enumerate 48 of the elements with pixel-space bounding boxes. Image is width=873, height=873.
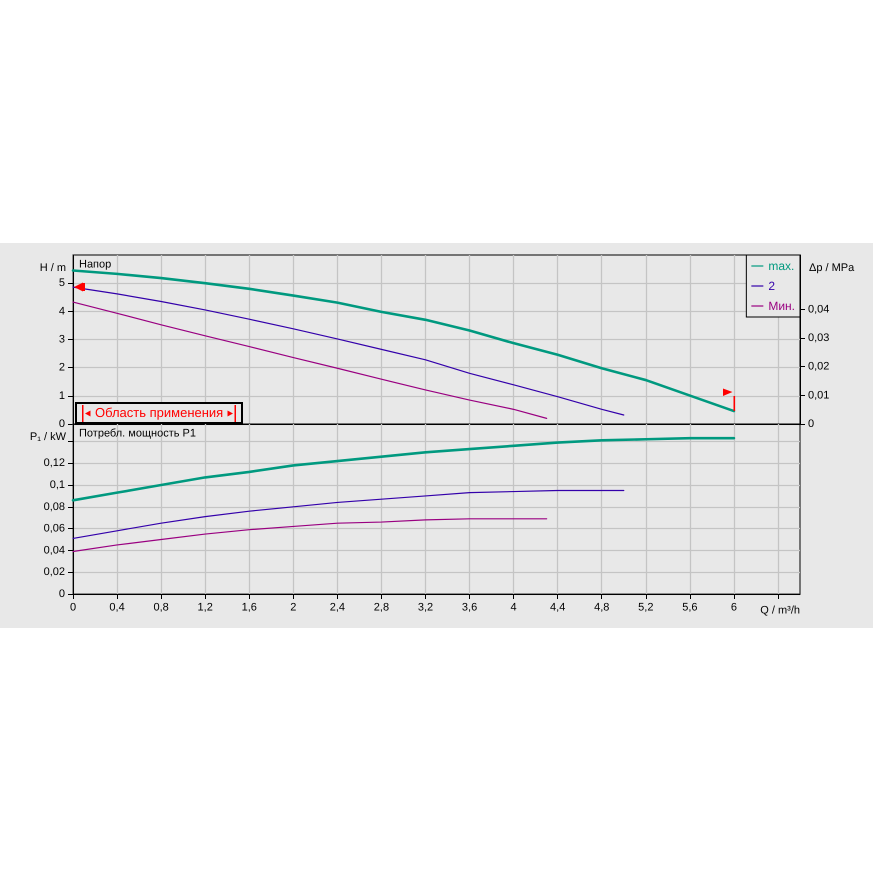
y-tick-label: 0	[58, 588, 65, 600]
x-tick-label: 3,6	[462, 602, 478, 614]
y-tick-label: 5	[58, 277, 65, 290]
y2-tick-label: 0,03	[808, 332, 830, 344]
line-series	[72, 490, 624, 540]
y-tick-label: 2	[58, 362, 65, 374]
x-tick-label: 2,8	[374, 602, 390, 614]
x-axis-title: Q / m³/h	[760, 604, 800, 616]
x-tick-label: 5,6	[682, 602, 698, 614]
legend-label: Мин.	[768, 299, 796, 313]
y-tick-label: 3	[58, 334, 65, 346]
y-axis-title: P₁ / kW	[30, 431, 67, 443]
y-tick-label: 0,1	[50, 479, 65, 492]
chart-title: Потребл. мощность P1	[79, 428, 196, 440]
y2-tick-label: 0,04	[808, 303, 830, 316]
y2-tick-label: 0,02	[808, 360, 830, 373]
x-tick-label: 4	[510, 602, 517, 614]
y-tick-label: 0,02	[44, 566, 65, 578]
y-tick-label: 0,06	[44, 522, 65, 535]
y-axis-title: H / m	[40, 262, 66, 274]
annotation: Область применения	[95, 405, 224, 421]
y2-axis-title: Δp / MPa	[809, 262, 856, 274]
x-tick-label: 6	[730, 602, 737, 614]
y-tick-label: 0,12	[44, 457, 65, 470]
line-series	[72, 518, 548, 552]
legend-label: 2	[768, 279, 776, 293]
y-tick-label: 0,08	[44, 500, 65, 513]
x-tick-label: 4,4	[550, 602, 566, 614]
y-tick-label: 0,04	[44, 544, 65, 556]
x-tick-label: 1,6	[242, 602, 257, 614]
y-tick-label: 1	[58, 390, 65, 402]
x-tick-label: 0,8	[153, 602, 169, 614]
line-series	[72, 301, 548, 419]
x-tick-label: 1,2	[198, 602, 213, 614]
x-tick-label: 2	[290, 602, 296, 614]
y2-tick-label: 0	[808, 418, 814, 430]
x-tick-label: 0,4	[109, 602, 125, 614]
x-tick-label: 5,2	[638, 602, 654, 614]
x-tick-label: 4,8	[594, 602, 610, 614]
x-tick-label: 2,4	[330, 602, 346, 614]
legend-label: max.	[768, 259, 794, 273]
x-tick-label: 0	[70, 602, 76, 614]
x-tick-label: 3,2	[418, 602, 434, 614]
y-tick-label: 4	[58, 305, 65, 318]
y2-tick-label: 0,01	[808, 389, 830, 402]
y-tick-label: 0	[58, 418, 65, 430]
label-box: Область применения	[75, 402, 244, 424]
chart-title: Напор	[79, 258, 112, 270]
